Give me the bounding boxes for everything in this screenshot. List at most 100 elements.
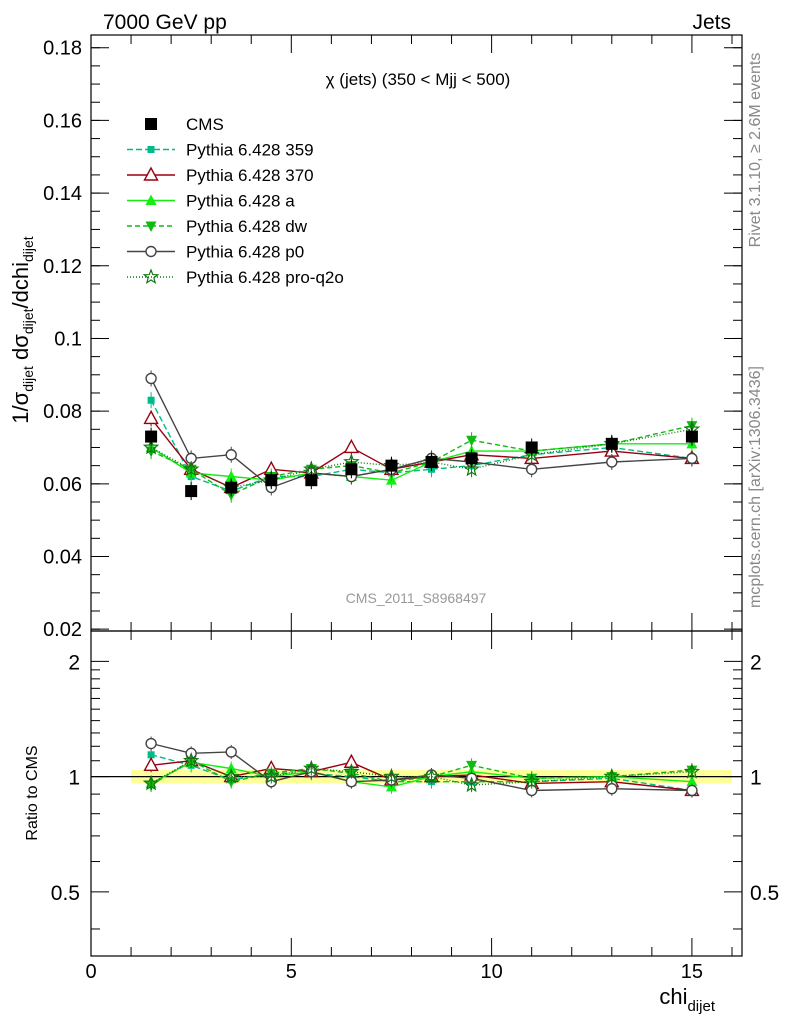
data-point-pythia-6-428-359 [147,396,155,404]
ratio-point-pythia-6-428-370 [143,756,159,772]
legend-marker [145,221,157,232]
data-point-pythia-6-428-p0 [525,463,538,475]
ratio-point-pythia-6-428-pro-q2o [463,776,480,793]
cms-data-point [385,459,398,472]
svg-text:chidijet: chidijet [659,984,715,1015]
cms-data-point [425,456,438,469]
energy-label: 7000 GeV pp [103,11,227,34]
ratio-point-pythia-6-428-pro-q2o [523,773,540,789]
data-point-pythia-6-428-dw [466,435,478,447]
ratio-y-tick-label-right: 1 [750,767,762,790]
x-axis-label: chidijet [659,984,715,1015]
main-y-axis-label: 1/σdijet dσdijet/dchidijet [8,236,36,424]
main-series-cms [145,427,698,501]
legend-entry-pythia-6-428-dw: Pythia 6.428 dw [127,217,308,236]
svg-text:1/σdijet dσdijet/dchidijet: 1/σdijet dσdijet/dchidijet [8,236,36,424]
main-line-pythia-6-428-p0 [150,378,692,489]
legend-entry-cms: CMS [145,115,224,134]
ratio-point-pythia-6-428-p0 [145,737,157,750]
cms-data-point [525,441,538,454]
x-tick-label: 10 [480,961,502,983]
legend-marker [145,245,157,258]
data-point-pythia-6-428-pro-q2o [142,438,160,455]
main-y-tick-label: 0.18 [43,38,82,60]
ratio-point-pythia-6-428-pro-q2o [222,767,240,784]
ratio-plot-frame [90,630,743,957]
cms-data-point [145,430,158,443]
data-point-pythia-6-428-370 [143,409,159,425]
ratio-plot-series [142,736,701,798]
main-y-tick-label: 0.14 [43,183,82,205]
ratio-point-pythia-6-428-pro-q2o [683,763,701,779]
data-point-pythia-6-428-pro-q2o [182,460,200,477]
legend-marker [143,166,159,181]
ratio-point-pythia-6-428-pro-q2o [262,767,280,784]
cms-data-point [685,430,698,443]
ratio-point-pythia-6-428-pro-q2o [383,767,400,784]
legend-label: CMS [186,115,224,134]
cms-data-point [185,485,198,498]
main-line-pythia-6-428-359 [150,399,692,492]
legend-entry-pythia-6-428-pro-q2o: Pythia 6.428 pro-q2o [127,268,344,287]
ratio-series-pythia-6-428-p0 [145,736,698,798]
legend-label: Pythia 6.428 dw [186,217,308,236]
cms-data-point [605,437,618,450]
ratio-point-pythia-6-428-p0 [606,782,618,795]
legend-marker [145,194,157,205]
legend-label: Pythia 6.428 359 [186,141,314,160]
legend-marker [147,146,155,153]
data-point-pythia-6-428-p0 [606,456,618,468]
main-y-tick-label: 0.06 [43,474,82,496]
ratio-point-pythia-6-428-a [225,762,237,773]
legend-marker [145,118,157,130]
main-line-pythia-6-428-370 [150,417,692,489]
ratio-line-pythia-6-428-p0 [150,742,692,792]
legend-label: Pythia 6.428 a [186,192,295,211]
data-point-pythia-6-428-370 [343,439,360,454]
category-label: Jets [692,11,731,34]
cms-data-point [225,481,238,494]
cms-data-point [345,463,358,476]
legend-entry-pythia-6-428-370: Pythia 6.428 370 [127,166,314,185]
plot-title: χ (jets) (350 < Mjj < 500) [326,70,511,89]
main-y-tick-label: 0.04 [43,547,82,569]
data-point-pythia-6-428-p0 [145,372,157,385]
x-tick-label: 15 [681,961,703,983]
main-line-pythia-6-428-dw [150,425,693,496]
analysis-watermark: CMS_2011_S8968497 [346,590,487,606]
ratio-y-tick-label-right: 0.5 [750,882,779,905]
legend: CMS Pythia 6.428 359 Pythia 6.428 370 Pythi… [127,115,344,287]
ratio-point-pythia-6-428-pro-q2o [142,774,160,791]
data-point-pythia-6-428-pro-q2o [463,460,480,477]
ratio-y-tick-label: 0.5 [51,882,80,905]
ratio-series-pythia-6-428-pro-q2o [142,752,701,793]
ratio-y-tick-label-right: 2 [750,651,762,674]
ratio-y-tick-label: 1 [68,767,80,790]
main-y-tick-label: 0.02 [43,619,82,641]
ratio-point-pythia-6-428-359 [147,751,155,759]
ratio-point-pythia-6-428-a [686,775,698,787]
legend-entry-pythia-6-428-a: Pythia 6.428 a [127,192,295,211]
cms-data-point [465,452,478,465]
cms-data-point [305,474,318,487]
ratio-point-pythia-6-428-pro-q2o [182,752,200,768]
ratio-point-pythia-6-428-p0 [225,746,237,758]
data-point-pythia-6-428-a [225,470,237,482]
ratio-y-axis-label: Ratio to CMS [24,745,41,840]
cms-data-point [265,474,278,487]
ratio-line-pythia-6-428-dw [150,759,692,786]
main-y-tick-label: 0.1 [54,328,82,350]
legend-label: Pythia 6.428 370 [186,166,314,185]
legend-marker [142,268,160,285]
rivet-version-label: Rivet 3.1.10, ≥ 2.6M events [747,53,764,248]
mcplots-label: mcplots.cern.ch [arXiv:1306.3436] [747,366,764,608]
ratio-point-pythia-6-428-pro-q2o [343,763,360,779]
axes-ticks: 0.02 0.04 0.06 0.08 0.1 0.12 0.14 0.16 0.18 0 5 10 1… [43,35,779,983]
ratio-point-pythia-6-428-pro-q2o [603,767,621,784]
ratio-point-pythia-6-428-dw [466,760,478,772]
x-tick-label: 0 [85,961,96,983]
data-point-pythia-6-428-p0 [225,449,237,461]
legend-entry-pythia-6-428-359: Pythia 6.428 359 [127,141,314,160]
ratio-point-pythia-6-428-pro-q2o [423,767,440,784]
